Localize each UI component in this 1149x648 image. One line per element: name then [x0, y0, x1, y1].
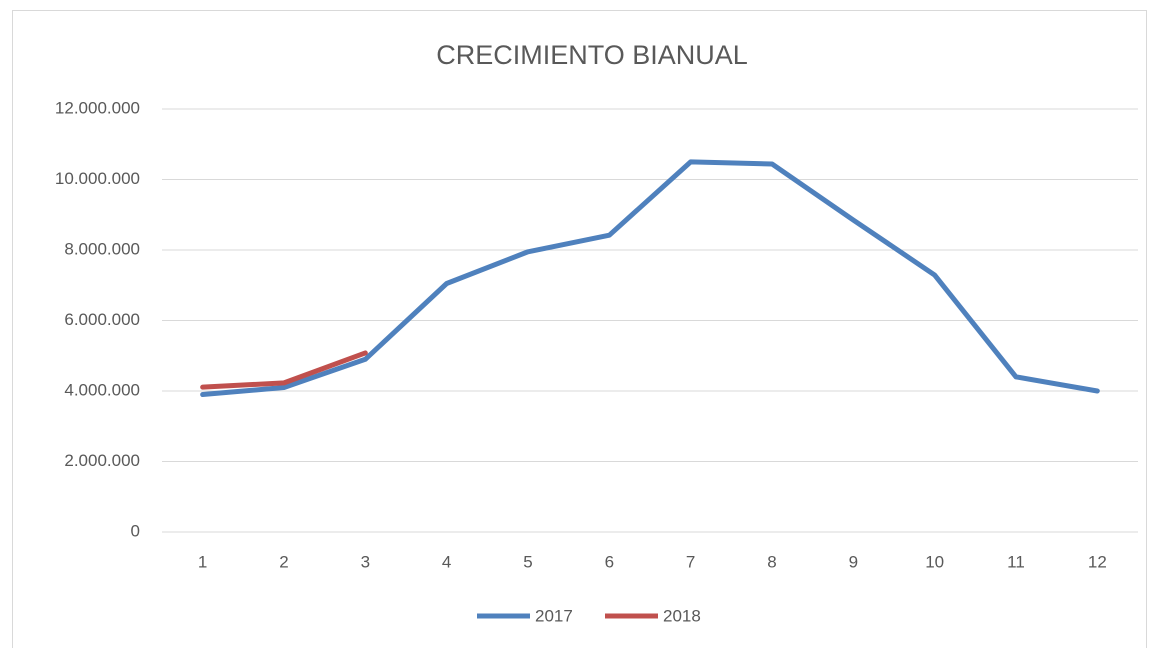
y-tick-label: 10.000.000 [55, 169, 140, 188]
line-series [200, 159, 1100, 398]
x-tick-label: 7 [686, 552, 695, 571]
chart-title: CRECIMIENTO BIANUAL [436, 40, 748, 70]
legend-label: 2018 [663, 606, 701, 625]
x-tick-label: 4 [442, 552, 451, 571]
x-tick-label: 2 [279, 552, 288, 571]
x-tick-label: 1 [198, 552, 207, 571]
y-tick-label: 6.000.000 [64, 310, 140, 329]
y-tick-label: 8.000.000 [64, 239, 140, 258]
x-tick-label: 11 [1007, 552, 1025, 571]
x-tick-label: 10 [925, 552, 944, 571]
x-tick-label: 5 [523, 552, 532, 571]
chart-border [12, 10, 1147, 648]
y-tick-label: 12.000.000 [55, 98, 140, 117]
x-tick-label: 12 [1088, 552, 1107, 571]
legend-label: 2017 [535, 606, 573, 625]
y-tick-label: 0 [131, 521, 140, 540]
y-tick-label: 2.000.000 [64, 451, 140, 470]
x-tick-label: 6 [605, 552, 614, 571]
line-series [200, 350, 368, 390]
x-tick-label: 8 [767, 552, 776, 571]
x-tick-label: 9 [849, 552, 858, 571]
x-tick-label: 3 [361, 552, 370, 571]
y-tick-label: 4.000.000 [64, 380, 140, 399]
